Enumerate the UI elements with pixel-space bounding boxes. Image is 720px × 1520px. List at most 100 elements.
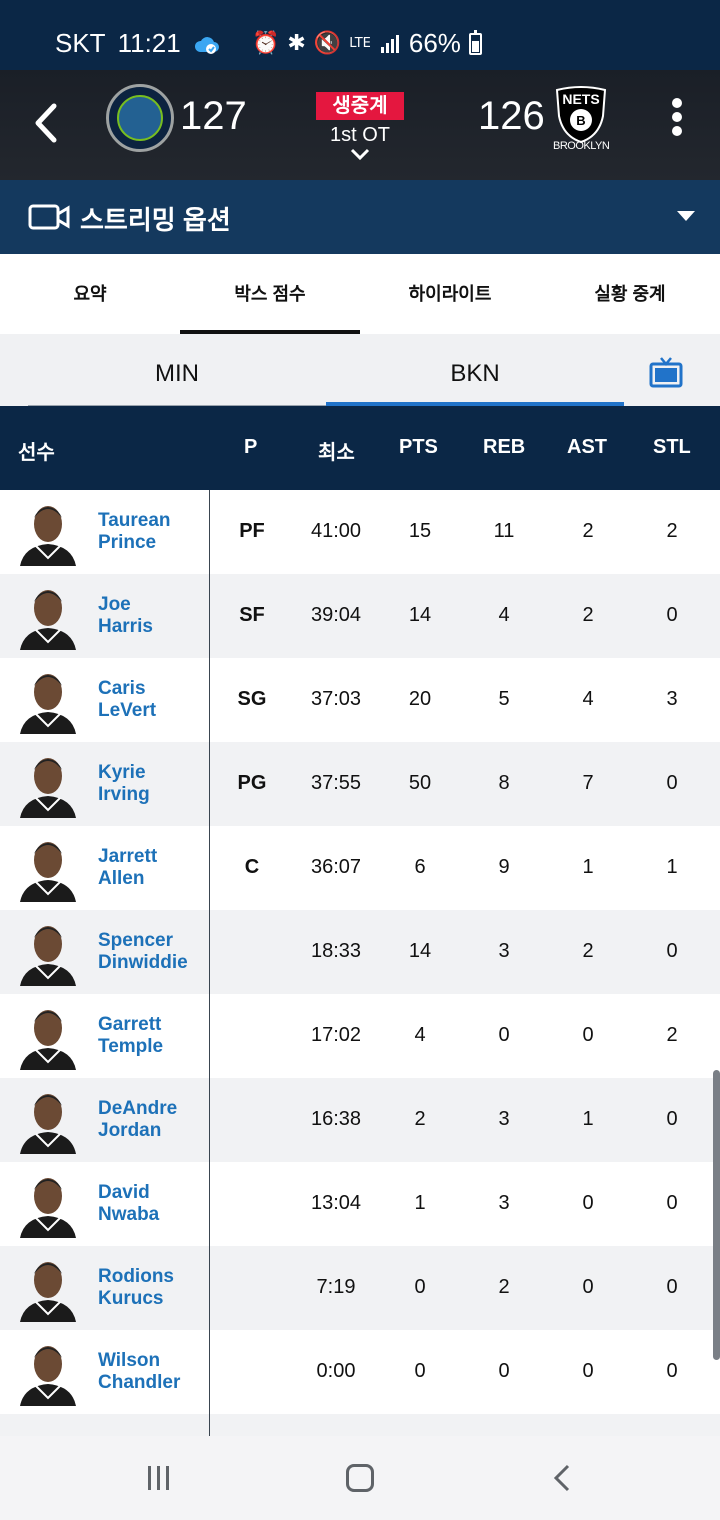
assists-cell: 0 — [582, 1276, 594, 1298]
tab-summary[interactable]: 요약 — [73, 284, 107, 304]
player-name-link[interactable]: David Nwaba — [98, 1182, 206, 1226]
tv-icon[interactable] — [649, 356, 683, 388]
streaming-options-label: 스트리밍 옵션 — [80, 205, 231, 235]
player-name-link[interactable]: Kyrie Irving — [98, 762, 206, 806]
header-reb[interactable]: REB — [483, 436, 526, 458]
player-avatar[interactable] — [18, 1338, 78, 1406]
stats-table-body: Taurean Prince PF 41:00 15 11 2 2 Joe Harris SF 39:… — [0, 490, 720, 1436]
svg-text:B: B — [576, 113, 585, 128]
rebounds-cell: 0 — [498, 1360, 510, 1382]
table-row[interactable]: Taurean Prince PF 41:00 15 11 2 2 — [0, 490, 720, 574]
header-player[interactable]: 선수 — [18, 442, 55, 464]
position-cell: PF — [239, 520, 265, 542]
player-name-link[interactable]: DeAndre Jordan — [98, 1098, 206, 1142]
network-type-icon: LTE — [349, 36, 371, 51]
status-right: ⏰ ✱ 🔇 LTE 66% — [252, 28, 482, 59]
table-row[interactable]: Caris LeVert SG 37:03 20 5 4 3 — [0, 658, 720, 742]
streaming-options-bar[interactable]: 스트리밍 옵션 — [0, 180, 720, 254]
header-ast[interactable]: AST — [567, 436, 607, 458]
player-avatar[interactable] — [18, 918, 78, 986]
player-last-name: LeVert — [98, 700, 157, 721]
assists-cell: 1 — [582, 1108, 594, 1130]
minutes-cell: 7:19 — [316, 1276, 356, 1298]
timberwolves-logo[interactable] — [106, 84, 174, 152]
player-first-name: Wilson — [98, 1350, 161, 1371]
recent-apps-icon[interactable] — [146, 1466, 172, 1490]
player-name-link[interactable]: Rodions Kurucs — [98, 1266, 206, 1310]
points-cell: 14 — [408, 940, 432, 962]
away-score: 126 — [478, 94, 545, 138]
steals-cell: 0 — [666, 1360, 678, 1382]
status-left: SKT 11:21 — [55, 28, 221, 59]
player-avatar[interactable] — [18, 498, 78, 566]
tab-highlights[interactable]: 하이라이트 — [408, 284, 492, 304]
away-team-label: BROOKLYN — [553, 140, 610, 152]
header-minutes[interactable]: 최소 — [318, 442, 355, 464]
rebounds-cell: 5 — [498, 688, 510, 710]
player-last-name: Irving — [98, 784, 150, 805]
team-tab-min[interactable]: MIN — [28, 334, 326, 406]
player-name-link[interactable]: Jarrett Allen — [98, 846, 206, 890]
player-last-name: Dinwiddie — [98, 952, 188, 973]
chevron-down-icon[interactable] — [349, 146, 371, 162]
player-name-link[interactable]: Joe Harris — [98, 594, 206, 638]
player-avatar[interactable] — [18, 1170, 78, 1238]
player-avatar[interactable] — [18, 1002, 78, 1070]
table-row[interactable]: Wilson Chandler 0:00 0 0 0 0 — [0, 1330, 720, 1414]
minutes-cell: 37:55 — [310, 772, 362, 794]
player-name-link[interactable]: Taurean Prince — [98, 510, 206, 554]
player-avatar[interactable] — [18, 1254, 78, 1322]
player-name-link[interactable]: Spencer Dinwiddie — [98, 930, 206, 974]
player-name-link[interactable]: Garrett Temple — [98, 1014, 206, 1058]
dropdown-caret-icon[interactable] — [677, 211, 695, 221]
mute-icon: 🔇 — [313, 30, 342, 56]
rebounds-cell: 8 — [498, 772, 510, 794]
player-avatar[interactable] — [18, 582, 78, 650]
steals-cell: 0 — [666, 1192, 678, 1214]
player-name-link[interactable]: Wilson Chandler — [98, 1350, 206, 1394]
home-icon[interactable] — [346, 1464, 374, 1492]
header-pts[interactable]: PTS — [399, 436, 438, 458]
back-arrow-icon[interactable] — [28, 98, 68, 148]
player-avatar[interactable] — [18, 1086, 78, 1154]
position-cell: SF — [239, 604, 265, 626]
table-row[interactable]: David Nwaba 13:04 1 3 0 0 — [0, 1162, 720, 1246]
points-cell: 15 — [408, 520, 432, 542]
tab-play-by-play[interactable]: 실황 중계 — [594, 284, 666, 304]
tab-box-score[interactable]: 박스 점수 — [180, 254, 360, 334]
team-tab-bkn[interactable]: BKN — [326, 334, 624, 406]
clock: 11:21 — [117, 28, 181, 58]
assists-cell: 0 — [582, 1024, 594, 1046]
player-avatar[interactable] — [18, 666, 78, 734]
player-last-name: Nwaba — [98, 1204, 160, 1225]
table-row[interactable]: Kyrie Irving PG 37:55 50 8 7 0 — [0, 742, 720, 826]
header-position[interactable]: P — [244, 436, 258, 458]
points-cell: 4 — [414, 1024, 426, 1046]
player-last-name: Harris — [98, 616, 153, 637]
player-avatar[interactable] — [18, 834, 78, 902]
player-first-name: Joe — [98, 594, 131, 615]
header-stl[interactable]: STL — [653, 436, 691, 458]
scrollbar[interactable] — [713, 1070, 720, 1360]
table-row[interactable]: Garrett Temple 17:02 4 0 0 2 — [0, 994, 720, 1078]
bluetooth-icon: ✱ — [287, 30, 306, 56]
more-options-icon[interactable] — [666, 98, 688, 140]
player-name-link[interactable]: Caris LeVert — [98, 678, 206, 722]
game-period[interactable]: 1st OT — [329, 124, 390, 146]
rebounds-cell: 11 — [493, 520, 515, 542]
table-row[interactable]: DeAndre Jordan 16:38 2 3 1 0 — [0, 1078, 720, 1162]
table-row[interactable]: Rodions Kurucs 7:19 0 2 0 0 — [0, 1246, 720, 1330]
steals-cell: 0 — [666, 940, 678, 962]
position-cell: SG — [237, 688, 267, 710]
assists-cell: 2 — [582, 940, 594, 962]
nets-logo[interactable]: NETS B — [553, 86, 609, 156]
back-icon[interactable] — [552, 1464, 572, 1492]
table-row[interactable]: Jarrett Allen C 36:07 6 9 1 1 — [0, 826, 720, 910]
table-row[interactable] — [0, 1414, 720, 1436]
player-avatar[interactable] — [18, 750, 78, 818]
table-row[interactable]: Spencer Dinwiddie 18:33 14 3 2 0 — [0, 910, 720, 994]
svg-text:NETS: NETS — [562, 91, 599, 107]
table-row[interactable]: Joe Harris SF 39:04 14 4 2 0 — [0, 574, 720, 658]
stats-table-header: 선수 P 최소 PTS REB AST STL — [0, 406, 720, 490]
home-score: 127 — [180, 94, 247, 138]
